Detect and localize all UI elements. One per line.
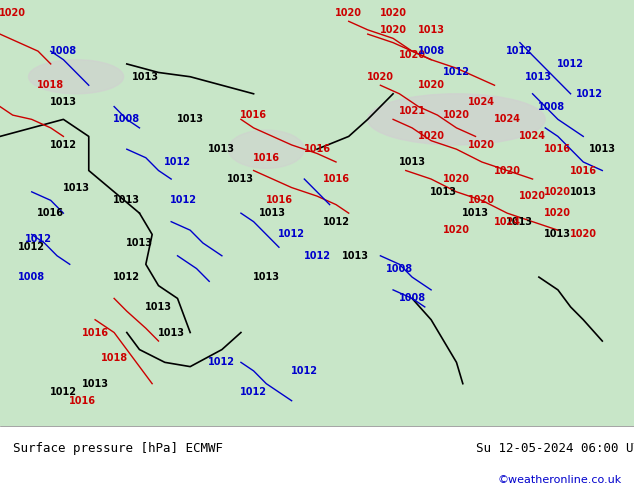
Text: 1020: 1020 [380,25,406,35]
Text: 1020: 1020 [0,8,26,18]
Text: 1021: 1021 [399,106,425,116]
Text: Surface pressure [hPa] ECMWF: Surface pressure [hPa] ECMWF [13,442,223,455]
Text: 1012: 1012 [240,387,267,397]
Text: 1013: 1013 [158,327,184,338]
Text: 1008: 1008 [18,272,45,282]
Text: ©weatheronline.co.uk: ©weatheronline.co.uk [497,475,621,486]
Text: Su 12-05-2024 06:00 UTC (00+54): Su 12-05-2024 06:00 UTC (00+54) [476,442,634,455]
Text: 1020: 1020 [418,131,444,142]
Text: 1013: 1013 [209,144,235,154]
Text: 1008: 1008 [418,46,444,56]
Text: 1016: 1016 [266,196,292,205]
Text: 1020: 1020 [469,140,495,150]
Text: 1016: 1016 [570,166,597,175]
Text: 1016: 1016 [304,144,330,154]
Text: 1012: 1012 [443,68,470,77]
Text: 1012: 1012 [209,357,235,368]
Text: 1012: 1012 [164,157,191,167]
Text: 1016: 1016 [545,144,571,154]
Text: 1020: 1020 [418,80,444,90]
Ellipse shape [29,60,124,94]
Text: 1013: 1013 [82,379,108,389]
Text: 1013: 1013 [113,196,140,205]
Text: 1018: 1018 [101,353,127,363]
Text: 1012: 1012 [18,242,45,252]
Text: 1012: 1012 [50,140,77,150]
Text: 1016: 1016 [323,174,349,184]
Text: 1013: 1013 [63,183,89,193]
Text: 1013: 1013 [259,208,286,218]
Text: 1012: 1012 [507,46,533,56]
Text: 1012: 1012 [25,234,51,244]
Text: 1020: 1020 [443,110,470,120]
Text: 1012: 1012 [323,217,349,227]
Text: 1020: 1020 [494,166,521,175]
Ellipse shape [228,130,304,169]
Text: 1008: 1008 [50,46,77,56]
Text: 1020: 1020 [545,187,571,197]
Text: 1020: 1020 [335,8,362,18]
Text: 1020: 1020 [570,229,597,240]
Text: 1012: 1012 [304,251,330,261]
Text: 1018: 1018 [37,80,64,90]
Text: 1024: 1024 [494,217,521,227]
Text: 1013: 1013 [507,217,533,227]
Text: 1013: 1013 [228,174,254,184]
Text: 1013: 1013 [253,272,280,282]
Text: 1013: 1013 [418,25,444,35]
Text: 1024: 1024 [469,98,495,107]
Text: 1024: 1024 [494,114,521,124]
Text: 1013: 1013 [462,208,489,218]
Text: 1012: 1012 [278,229,305,240]
Text: 1013: 1013 [589,144,616,154]
Text: 1020: 1020 [380,8,406,18]
Text: 1012: 1012 [171,196,197,205]
Text: 1013: 1013 [570,187,597,197]
Text: 1016: 1016 [69,396,96,406]
Text: 1013: 1013 [399,157,425,167]
Text: 1020: 1020 [367,72,394,82]
Text: 1013: 1013 [133,72,159,82]
Text: 1012: 1012 [50,387,77,397]
Text: 1008: 1008 [386,264,413,273]
Text: 1012: 1012 [557,59,584,69]
Text: 1020: 1020 [399,50,425,60]
Text: 1013: 1013 [342,251,368,261]
Text: 1020: 1020 [519,191,546,201]
Text: 1013: 1013 [145,302,172,312]
Text: 1012: 1012 [576,89,603,99]
Text: 1020: 1020 [443,225,470,235]
Text: 1016: 1016 [253,153,280,163]
Text: 1013: 1013 [545,229,571,240]
Text: 1012: 1012 [113,272,140,282]
Text: 1013: 1013 [430,187,457,197]
Text: 1013: 1013 [126,238,153,248]
Text: 1020: 1020 [545,208,571,218]
Text: 1024: 1024 [519,131,546,142]
Text: 1020: 1020 [469,196,495,205]
Text: 1016: 1016 [37,208,64,218]
Text: 1013: 1013 [50,98,77,107]
Text: 1020: 1020 [443,174,470,184]
Text: 1008: 1008 [538,101,565,112]
Text: 1013: 1013 [526,72,552,82]
Text: 1012: 1012 [291,366,318,376]
Text: 1013: 1013 [177,114,204,124]
Text: 1016: 1016 [82,327,108,338]
Ellipse shape [368,94,545,145]
Text: 1008: 1008 [113,114,140,124]
Text: 1008: 1008 [399,294,425,303]
Text: 1016: 1016 [240,110,267,120]
